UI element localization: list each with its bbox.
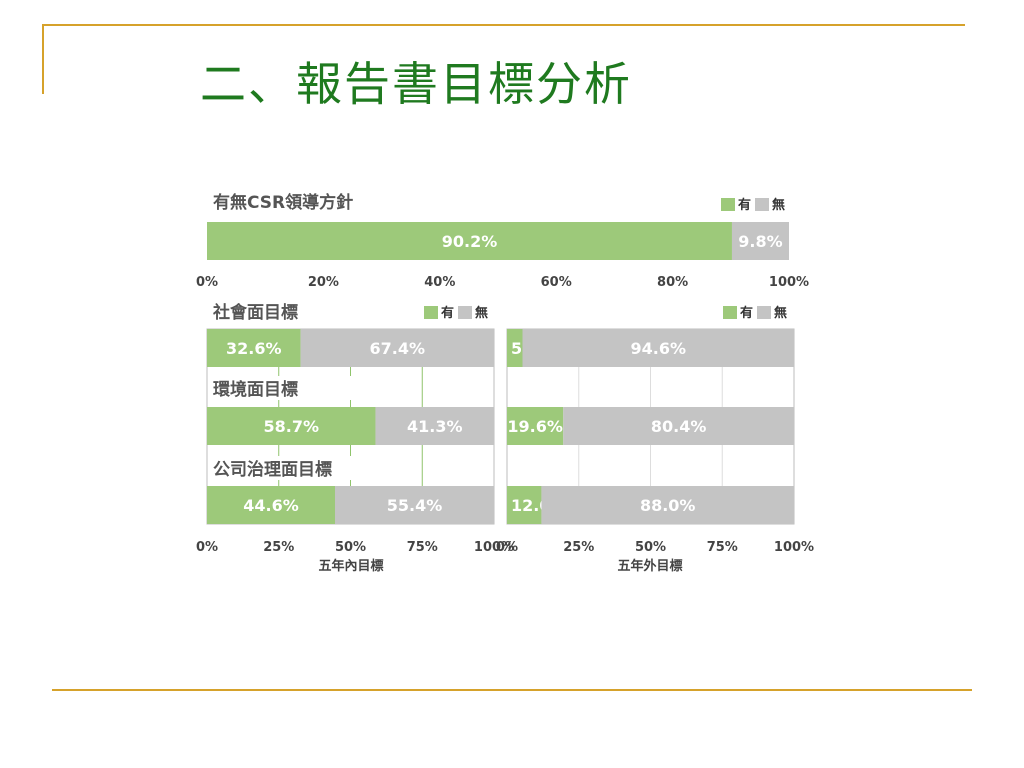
data-label: 41.3%	[407, 417, 463, 436]
top-accent-line	[42, 24, 965, 26]
category-label: 環境面目標	[213, 379, 298, 400]
bar-segment	[375, 407, 494, 445]
category-label: 社會面目標	[212, 302, 298, 323]
legend-swatch	[721, 198, 735, 211]
slide-title: 二、報告書目標分析	[200, 57, 632, 111]
legend-label: 無	[772, 197, 785, 213]
bar-segment	[300, 329, 494, 367]
data-label: 32.6%	[226, 339, 282, 358]
legend-swatch	[424, 306, 438, 319]
category-label: 公司治理面目標	[213, 459, 332, 480]
tick-label: 0%	[196, 540, 218, 555]
bar-segment	[731, 222, 789, 260]
bottom-accent-line	[52, 689, 972, 691]
tick-label: 20%	[308, 275, 339, 290]
x-axis-label: 五年外目標	[617, 558, 682, 574]
tick-label: 25%	[563, 540, 594, 555]
tick-label: 0%	[196, 275, 218, 290]
tick-label: 100%	[774, 540, 814, 555]
legend-swatch	[757, 306, 771, 319]
data-label: 19.6%	[507, 417, 563, 436]
data-label: 67.4%	[370, 339, 426, 358]
legend-swatch	[755, 198, 769, 211]
data-label: 88.0%	[640, 496, 696, 515]
tick-label: 75%	[407, 540, 438, 555]
bar-segment	[563, 407, 794, 445]
bar-segment	[507, 329, 523, 367]
data-label: 55.4%	[387, 496, 443, 515]
tick-label: 0%	[496, 540, 518, 555]
tick-label: 100%	[769, 275, 809, 290]
legend-label: 無	[475, 305, 488, 321]
tick-label: 25%	[263, 540, 294, 555]
data-label: 94.6%	[630, 339, 686, 358]
tick-label: 60%	[541, 275, 572, 290]
chart-title: 有無CSR領導方針	[213, 192, 353, 213]
data-label: 44.6%	[243, 496, 299, 515]
legend-label: 有	[441, 305, 454, 321]
data-label: 90.2%	[442, 232, 498, 251]
data-label: 80.4%	[651, 417, 707, 436]
left-accent-line	[42, 24, 44, 94]
x-axis-label: 五年內目標	[318, 558, 383, 574]
bar-segment	[207, 329, 301, 367]
legend-label: 有	[740, 305, 753, 321]
bar-segment	[207, 222, 732, 260]
tick-label: 100%	[474, 540, 514, 555]
bar-segment	[335, 486, 494, 524]
category-label-bg	[208, 376, 368, 400]
legend-swatch	[458, 306, 472, 319]
category-label-bg	[208, 456, 368, 480]
legend-label: 無	[774, 305, 787, 321]
tick-label: 80%	[657, 275, 688, 290]
tick-label: 50%	[635, 540, 666, 555]
data-label: 9.8%	[738, 232, 782, 251]
bar-segment	[507, 486, 542, 524]
tick-label: 50%	[335, 540, 366, 555]
legend-swatch	[723, 306, 737, 319]
legend-label: 有	[738, 197, 751, 213]
bar-segment	[522, 329, 794, 367]
bar-segment	[207, 407, 376, 445]
bar-segment	[541, 486, 794, 524]
tick-label: 40%	[424, 275, 455, 290]
bar-segment	[507, 407, 564, 445]
bar-segment	[207, 486, 336, 524]
tick-label: 75%	[707, 540, 738, 555]
data-label: 58.7%	[263, 417, 319, 436]
